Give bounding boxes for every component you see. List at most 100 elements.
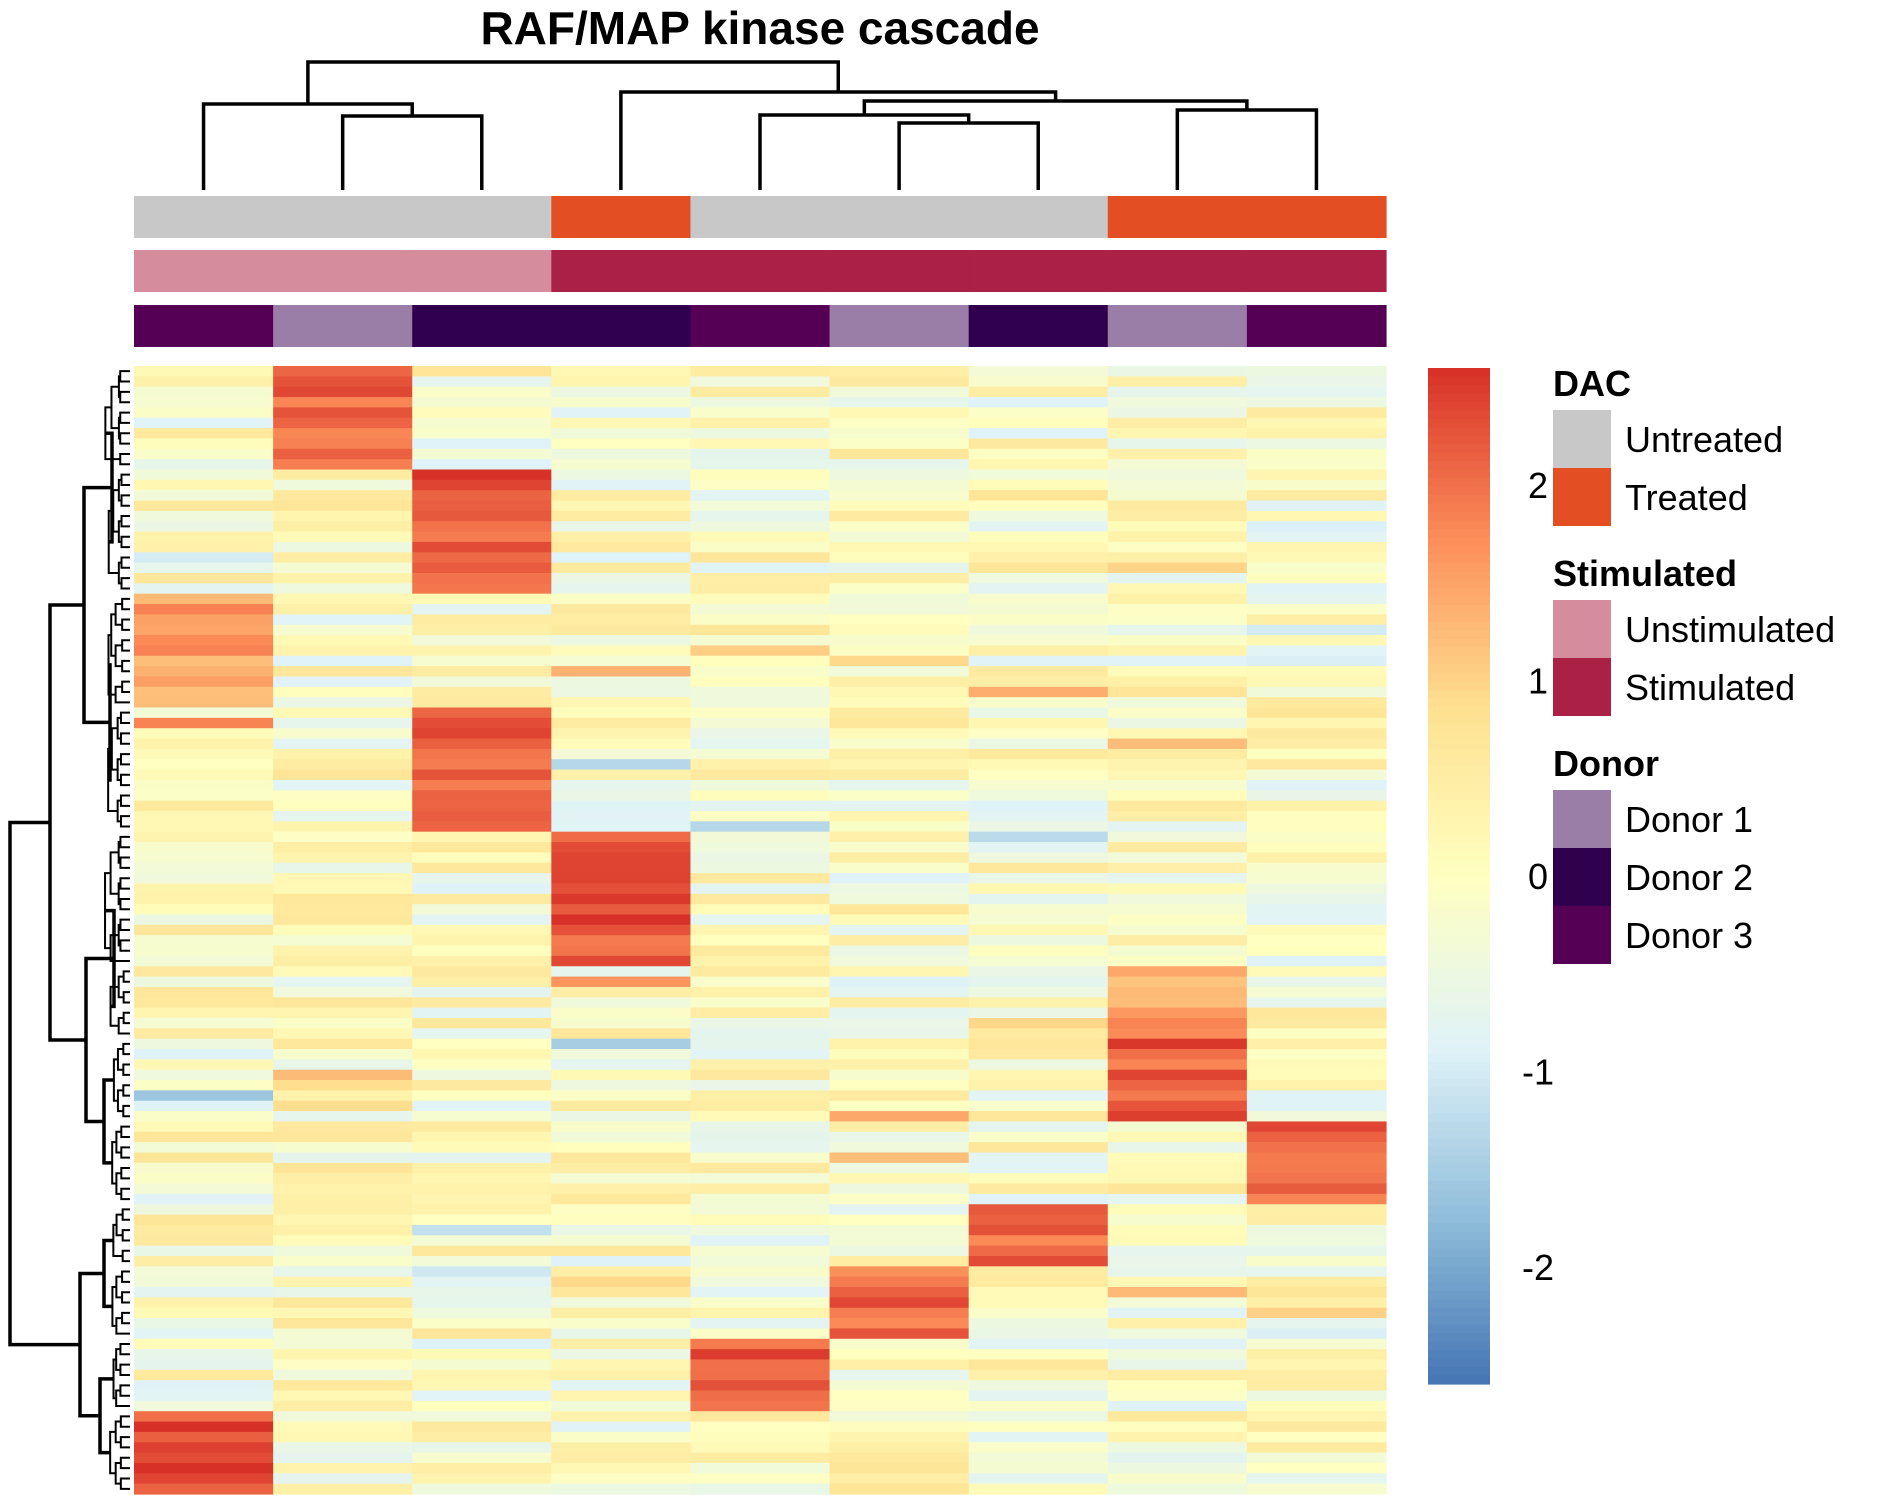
heatmap-cell xyxy=(1246,1111,1387,1123)
heatmap-cell xyxy=(551,1059,692,1071)
heatmap-cell xyxy=(551,800,692,812)
heatmap-cell xyxy=(551,417,692,429)
heatmap-cell xyxy=(690,407,831,419)
color-scale-step xyxy=(1428,1299,1490,1309)
legend-label: Stimulated xyxy=(1625,667,1795,708)
heatmap-cell xyxy=(273,366,413,377)
color-scale-step xyxy=(1428,960,1490,970)
heatmap-cell xyxy=(412,1100,552,1112)
heatmap-cell xyxy=(1246,997,1387,1009)
heatmap-cell xyxy=(690,1183,831,1195)
heatmap-cell xyxy=(690,1255,831,1267)
heatmap-cell xyxy=(968,1007,1109,1019)
heatmap-cell xyxy=(412,1007,552,1019)
heatmap-cell xyxy=(412,645,552,657)
heatmap-cell xyxy=(829,790,970,802)
row-dendrogram-branch xyxy=(122,991,130,1004)
annotation-dac-cell xyxy=(690,196,831,238)
heatmap-cell xyxy=(273,873,413,885)
heatmap-cell xyxy=(134,1173,274,1185)
heatmap-cell xyxy=(412,1318,552,1330)
color-scale-step xyxy=(1428,1079,1490,1089)
heatmap-cell xyxy=(829,986,970,998)
heatmap-cell xyxy=(551,593,692,605)
row-dendrogram-branch xyxy=(117,1016,130,1035)
heatmap-cell xyxy=(551,521,692,533)
heatmap-cell xyxy=(1107,1245,1248,1257)
heatmap-cell xyxy=(690,1224,831,1236)
row-dendrogram-branch xyxy=(120,1125,130,1138)
heatmap-cell xyxy=(134,572,274,584)
heatmap-cell xyxy=(273,717,413,729)
heatmap-cell xyxy=(412,1183,552,1195)
heatmap-cell xyxy=(551,1380,692,1392)
heatmap-cell xyxy=(829,428,970,440)
heatmap-cell xyxy=(1107,1038,1248,1050)
heatmap-cell xyxy=(1107,386,1248,398)
heatmap-cell xyxy=(412,624,552,636)
heatmap-cell xyxy=(551,1183,692,1195)
heatmap-cell xyxy=(273,604,413,615)
heatmap-cell xyxy=(1107,800,1248,812)
heatmap-cell xyxy=(551,1462,692,1474)
heatmap-cell xyxy=(551,1266,692,1278)
heatmap-cell xyxy=(968,821,1109,833)
heatmap-cell xyxy=(273,1214,413,1226)
heatmap-cell xyxy=(273,852,413,864)
heatmap-cell xyxy=(1246,1152,1387,1164)
heatmap-cell xyxy=(690,738,831,750)
heatmap-cell xyxy=(968,448,1109,460)
heatmap-cell xyxy=(1246,655,1387,667)
heatmap-cell xyxy=(551,1359,692,1371)
heatmap-cell xyxy=(551,1328,692,1340)
color-scale-tick-label: 2 xyxy=(1528,465,1548,506)
heatmap-cell xyxy=(1107,779,1248,791)
heatmap-cell xyxy=(273,448,413,460)
heatmap-cell xyxy=(968,490,1109,502)
heatmap-cell xyxy=(412,552,552,564)
row-dendrogram-branch xyxy=(120,535,130,549)
heatmap-cell xyxy=(829,1193,970,1205)
heatmap-cell xyxy=(1246,1069,1387,1081)
heatmap-cell xyxy=(273,842,413,853)
color-scale-step xyxy=(1428,1163,1490,1173)
heatmap-cell xyxy=(412,1380,552,1392)
heatmap-cell xyxy=(1107,1483,1248,1495)
heatmap-cell xyxy=(1107,1049,1248,1060)
heatmap-cell xyxy=(273,935,413,947)
heatmap-cell xyxy=(1107,521,1248,533)
color-scale-step xyxy=(1428,613,1490,623)
heatmap-cell xyxy=(829,1307,970,1319)
legend-label: Donor 1 xyxy=(1625,799,1753,840)
heatmap-cell xyxy=(690,1245,831,1257)
heatmap-cell xyxy=(134,1421,274,1433)
heatmap-cell xyxy=(690,1266,831,1278)
heatmap-cell xyxy=(968,676,1109,688)
heatmap-cell xyxy=(829,800,970,812)
annotation-donor-cell xyxy=(1246,305,1387,347)
row-dendrogram-branch xyxy=(121,1311,130,1325)
row-dendrogram-branch xyxy=(121,1229,130,1242)
color-scale-step xyxy=(1428,715,1490,725)
heatmap-cell xyxy=(1107,1473,1248,1485)
row-dendrogram-branch xyxy=(119,1456,130,1470)
heatmap-cell xyxy=(134,655,274,667)
heatmap-cell xyxy=(134,810,274,822)
heatmap-cell xyxy=(1246,376,1387,388)
heatmap-cell xyxy=(412,386,552,398)
heatmap-cell xyxy=(134,1307,274,1319)
heatmap-cell xyxy=(968,1038,1109,1050)
heatmap-cell xyxy=(412,738,552,750)
heatmap-cell xyxy=(551,1473,692,1485)
color-scale-step xyxy=(1428,486,1490,496)
heatmap-cell xyxy=(273,407,413,419)
heatmap-cell xyxy=(1246,397,1387,408)
heatmap-cell xyxy=(1246,428,1387,440)
heatmap-cell xyxy=(134,521,274,533)
heatmap-cell xyxy=(829,666,970,678)
heatmap-cell xyxy=(551,728,692,740)
annotation-stimulated-cell xyxy=(690,250,831,292)
heatmap-cell xyxy=(829,500,970,512)
heatmap-cell xyxy=(551,1193,692,1205)
